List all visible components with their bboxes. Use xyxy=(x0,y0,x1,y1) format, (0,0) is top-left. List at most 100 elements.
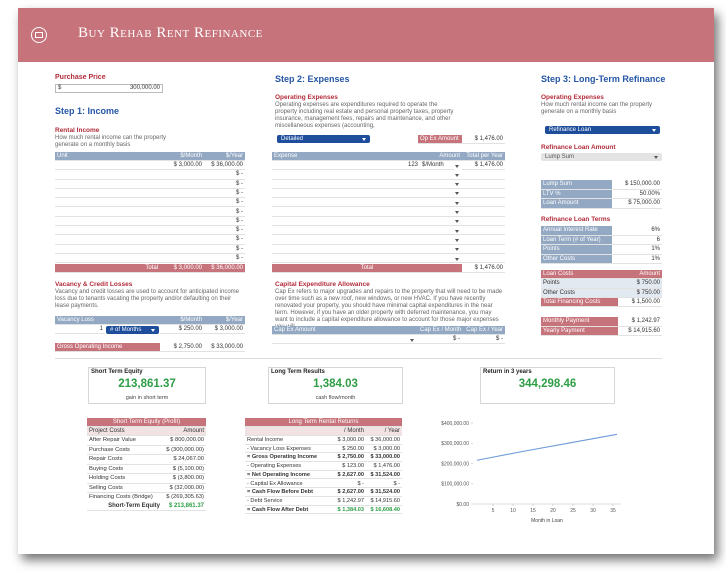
table-cell xyxy=(55,216,160,227)
table-cell xyxy=(55,254,160,264)
table-cell: $ - xyxy=(204,198,245,208)
step-title: Step 2: Expenses xyxy=(275,74,350,84)
dropdown-arrow xyxy=(455,201,459,205)
section-title: Operating Expenses xyxy=(541,94,604,101)
table-cell: $ (300,000.00) xyxy=(160,445,206,455)
summary-value: 1,384.03 xyxy=(313,378,358,390)
table-cell: $ 250.00 xyxy=(330,444,366,454)
table-cell xyxy=(272,244,373,254)
input-row: $ 75,000.00 xyxy=(612,199,662,209)
step-title: Step 1: Income xyxy=(55,106,120,116)
table-cell: $ 1,242.97 xyxy=(330,496,366,506)
table-cell xyxy=(160,216,204,227)
x-tick-label: 15 xyxy=(530,508,536,514)
total-row: Total xyxy=(55,264,160,273)
table-cell: $ 33,000.00 xyxy=(366,453,402,463)
table-cell xyxy=(272,235,373,245)
dropdown-arrow xyxy=(151,328,155,332)
summary-title: Return in 3 years xyxy=(483,369,532,375)
table-cell: $ (3,800.00) xyxy=(160,474,206,484)
table-header: / Month xyxy=(330,427,366,436)
table-cell: $ - xyxy=(204,179,245,189)
series-line xyxy=(476,433,618,461)
table-cell: $ 750.00 xyxy=(618,279,662,289)
table-cell xyxy=(462,216,505,227)
table-cell xyxy=(160,207,204,217)
input-row: LTV % xyxy=(541,189,612,199)
dropdown-arrow xyxy=(455,248,459,252)
dropdown[interactable]: Detailed xyxy=(277,135,370,143)
table-cell xyxy=(462,170,505,180)
table-cell: $ 31,524.00 xyxy=(366,488,402,497)
table-header: Amount xyxy=(373,152,462,161)
summary-value: 344,298.46 xyxy=(518,378,577,390)
gross-row: Gross Operating Income xyxy=(55,343,160,352)
description: Operating expenses are expenditures requ… xyxy=(275,102,454,129)
y-tick-label: $400,000.00 xyxy=(441,421,469,427)
table-cell xyxy=(55,188,160,199)
table-cell: $ 1,476.00 xyxy=(462,161,505,171)
table-cell: $ - xyxy=(418,335,462,344)
table-cell: $ (32,000.00) xyxy=(160,483,206,493)
payment-row: $ 1,242.97 xyxy=(618,317,662,327)
table-cell xyxy=(55,244,160,254)
table-cell xyxy=(160,244,204,254)
table-cell: $ 750.00 xyxy=(618,288,662,298)
dropdown-arrow xyxy=(410,338,414,342)
table-cell: $ 1,476.00 xyxy=(366,462,402,471)
table-cell xyxy=(160,179,204,189)
dropdown-arrow xyxy=(654,156,658,159)
table-cell: After Repair Value xyxy=(87,436,160,446)
table-cell xyxy=(272,188,373,199)
summary-caption: gain in short term xyxy=(125,395,169,401)
table-cell xyxy=(272,254,373,264)
input-row: Lump Sum xyxy=(541,180,612,190)
table-cell: Points xyxy=(541,279,618,289)
header-title: Buy Rehab Rent Refinance xyxy=(78,25,263,41)
table-cell: 1 xyxy=(55,325,105,334)
table-cell: $ - xyxy=(462,335,505,344)
table-cell: $ 3,000.00 xyxy=(160,161,204,171)
header-band xyxy=(18,8,714,62)
result-value: $ 213,861.37 xyxy=(160,502,206,511)
table-cell xyxy=(160,235,204,245)
table-cell xyxy=(55,198,160,208)
table-cell: $ 3,000.00 xyxy=(366,444,402,454)
dropdown-arrow xyxy=(455,192,459,196)
table-header: Expense xyxy=(272,152,373,161)
input-row: 1% xyxy=(612,254,662,264)
table-cell: - Operating Expenses xyxy=(245,462,330,471)
section-title: Capital Expenditure Allowance xyxy=(275,281,370,288)
table-header: Cap Ex / Year xyxy=(462,326,505,335)
table-cell xyxy=(272,335,418,344)
dropdown-arrow xyxy=(455,229,459,233)
x-axis-title: Month in Loan xyxy=(531,518,563,524)
input-row: Loan Amount xyxy=(541,199,612,209)
description: How much rental income can the property … xyxy=(541,102,653,115)
table-cell xyxy=(272,161,373,171)
dropdown[interactable]: # of Months xyxy=(106,325,159,334)
dropdown-arrow xyxy=(455,164,459,168)
x-tick-label: 25 xyxy=(570,508,576,514)
description: Cap Ex refers to major upgrades and repa… xyxy=(275,289,503,330)
chart: $0.00 $100,000.00 $200,000.00 $300,000.00 $4… xyxy=(441,421,621,524)
table-cell: $ - xyxy=(366,479,402,489)
y-tick-label: $300,000.00 xyxy=(441,441,469,447)
table-cell: = Gross Operating Income xyxy=(245,453,330,463)
table-cell: Buying Costs xyxy=(87,464,160,474)
dropdown-arrow xyxy=(455,173,459,177)
y-tick-label: $0.00 xyxy=(456,502,469,508)
table-header: Project Costs xyxy=(87,427,160,436)
table-cell: $ 3,000.00 xyxy=(330,436,366,445)
gross-row: $ 33,000.00 xyxy=(204,343,245,352)
input-row: 6 xyxy=(612,235,662,245)
table-cell xyxy=(160,188,204,199)
dropdown[interactable]: Refinance Loan xyxy=(545,125,660,134)
gross-row: $ 2,750.00 xyxy=(160,343,204,352)
table-cell: $/Month xyxy=(420,161,454,171)
input-row: $ 150,000.00 xyxy=(612,180,662,190)
table-cell: $ 800,000.00 xyxy=(160,436,206,446)
dropdown[interactable]: Lump Sum xyxy=(541,153,662,161)
table-cell xyxy=(373,244,462,254)
